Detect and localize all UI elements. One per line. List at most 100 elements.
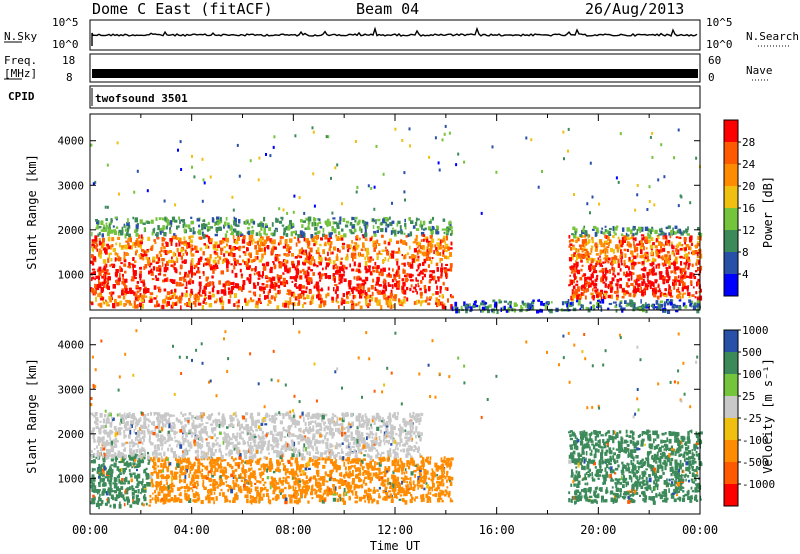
heatmap-cell xyxy=(520,305,522,309)
heatmap-cell xyxy=(122,456,125,462)
heatmap-cell xyxy=(199,294,203,297)
heatmap-cell xyxy=(655,238,658,242)
heatmap-cell xyxy=(139,270,142,274)
heatmap-cell xyxy=(583,245,586,250)
heatmap-cell xyxy=(402,240,406,245)
heatmap-cell xyxy=(139,293,142,298)
heatmap-cell xyxy=(124,225,127,228)
heatmap-cell xyxy=(294,278,298,282)
heatmap-cell xyxy=(148,504,151,507)
heatmap-cell xyxy=(218,280,221,285)
heatmap-cell xyxy=(197,261,201,265)
heatmap-cell xyxy=(587,233,590,239)
heatmap-cell xyxy=(313,221,316,227)
heatmap-cell xyxy=(136,281,140,284)
heatmap-cell xyxy=(699,253,703,259)
heatmap-cell xyxy=(441,294,444,299)
heatmap-cell xyxy=(583,285,587,290)
heatmap-cell xyxy=(283,232,286,236)
heatmap-cell xyxy=(439,489,443,492)
heatmap-cell xyxy=(687,267,690,270)
heatmap-cell xyxy=(585,277,588,280)
heatmap-cell xyxy=(145,472,148,477)
heatmap-cell xyxy=(632,272,635,275)
heatmap-cell xyxy=(583,289,586,293)
heatmap-cell xyxy=(189,239,193,244)
heatmap-cell xyxy=(109,291,112,295)
heatmap-cell xyxy=(331,298,335,303)
heatmap-cell xyxy=(667,271,669,277)
heatmap-cell xyxy=(408,262,411,267)
heatmap-cell xyxy=(308,261,310,264)
heatmap-cell xyxy=(440,301,444,306)
heatmap-cell xyxy=(274,255,278,258)
heatmap-cell xyxy=(336,294,339,299)
heatmap-cell xyxy=(141,236,144,240)
heatmap-cell xyxy=(130,238,132,243)
heatmap-cell xyxy=(655,250,658,254)
heatmap-cell xyxy=(253,292,256,296)
heatmap-cell xyxy=(233,246,236,251)
heatmap-cell xyxy=(362,282,365,286)
heatmap-cell xyxy=(284,239,288,244)
heatmap-cell xyxy=(436,231,440,235)
heatmap-cell xyxy=(101,478,105,483)
heatmap-cell xyxy=(126,487,130,491)
heatmap-cell xyxy=(532,299,535,302)
heatmap-cell xyxy=(98,280,100,285)
heatmap-cell xyxy=(392,298,394,302)
heatmap-cell xyxy=(228,245,232,250)
heatmap-cell xyxy=(109,504,112,508)
heatmap-cell xyxy=(411,254,415,258)
heatmap-cell xyxy=(147,236,151,241)
heatmap-cell xyxy=(257,178,260,182)
heatmap-cell xyxy=(372,266,374,270)
heatmap-cell xyxy=(356,222,359,226)
heatmap-cell xyxy=(242,280,246,286)
heatmap-cell xyxy=(286,280,288,284)
heatmap-cell xyxy=(134,296,138,301)
heatmap-cell xyxy=(324,275,328,279)
heatmap-cell xyxy=(180,264,183,269)
heatmap-cell xyxy=(678,291,681,294)
heatmap-cell xyxy=(293,194,296,198)
heatmap-cell xyxy=(503,305,506,310)
heatmap-cell xyxy=(314,491,318,495)
heatmap-cell xyxy=(426,249,429,252)
heatmap-cell xyxy=(264,295,267,300)
heatmap-cell xyxy=(184,303,188,306)
heatmap-cell xyxy=(293,293,296,298)
heatmap-cell xyxy=(195,245,198,251)
heatmap-cell xyxy=(345,484,348,488)
ytick-label: 1000 xyxy=(58,268,85,281)
heatmap-cell xyxy=(581,247,584,253)
heatmap-cell xyxy=(391,278,395,283)
heatmap-cell xyxy=(580,304,583,308)
heatmap-cell xyxy=(448,221,450,226)
heatmap-cell xyxy=(218,457,222,461)
heatmap-cell xyxy=(694,296,697,299)
heatmap-cell xyxy=(411,261,414,266)
heatmap-cell xyxy=(313,259,316,263)
heatmap-cell xyxy=(280,489,283,494)
heatmap-cell xyxy=(443,269,448,274)
heatmap-cell xyxy=(444,255,447,259)
heatmap-cell xyxy=(265,153,267,156)
heatmap-cell xyxy=(122,468,126,473)
heatmap-cell xyxy=(405,471,408,474)
heatmap-cell xyxy=(544,304,548,310)
heatmap-cell xyxy=(100,250,103,255)
heatmap-cell xyxy=(296,267,299,271)
heatmap-cell xyxy=(93,239,97,242)
heatmap-cell xyxy=(286,292,290,295)
heatmap-cell xyxy=(656,295,660,300)
heatmap-cell xyxy=(613,231,616,234)
heatmap-cell xyxy=(328,232,332,238)
heatmap-cell xyxy=(664,256,667,260)
heatmap-cell xyxy=(447,298,449,303)
heatmap-cell xyxy=(619,284,622,289)
heatmap-cell xyxy=(94,278,96,281)
heatmap-cell xyxy=(223,289,227,292)
heatmap-cell xyxy=(429,296,433,300)
heatmap-cell xyxy=(637,261,641,265)
